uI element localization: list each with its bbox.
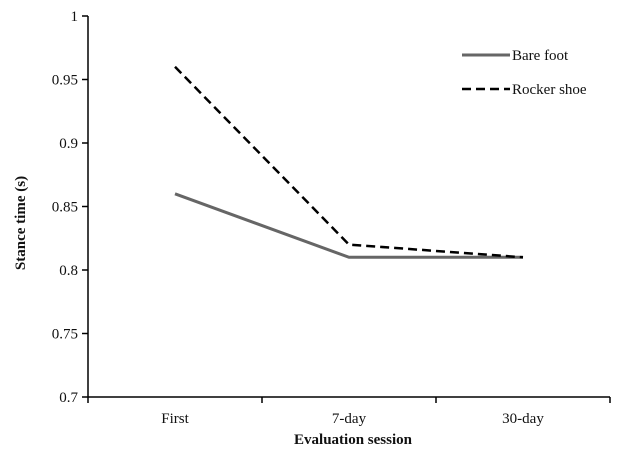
x-tick-label: 7-day <box>332 411 367 427</box>
y-tick-label: 0.95 <box>52 73 78 89</box>
legend: Bare foot Rocker shoe <box>462 48 587 98</box>
y-tick-label: 0.8 <box>59 263 78 279</box>
x-tick-label: 30-day <box>502 411 544 427</box>
y-axis-ticks: 0.7 0.75 0.8 0.85 0.9 0.95 1 <box>52 9 88 406</box>
x-axis-title: Evaluation session <box>294 432 413 448</box>
series-layer <box>174 65 524 259</box>
y-tick-label: 0.9 <box>59 136 78 152</box>
y-tick-label: 0.7 <box>59 390 78 406</box>
legend-label: Rocker shoe <box>512 82 587 98</box>
series-line-1 <box>174 192 523 259</box>
legend-label: Bare foot <box>512 48 569 64</box>
series-line-2 <box>174 65 524 259</box>
y-tick-label: 1 <box>71 9 79 25</box>
y-axis-title: Stance time (s) <box>13 176 29 270</box>
x-axis-ticks: First 7-day 30-day <box>87 397 611 427</box>
x-tick-label: First <box>161 411 189 427</box>
y-tick-label: 0.75 <box>52 327 78 343</box>
y-tick-label: 0.85 <box>52 200 78 216</box>
